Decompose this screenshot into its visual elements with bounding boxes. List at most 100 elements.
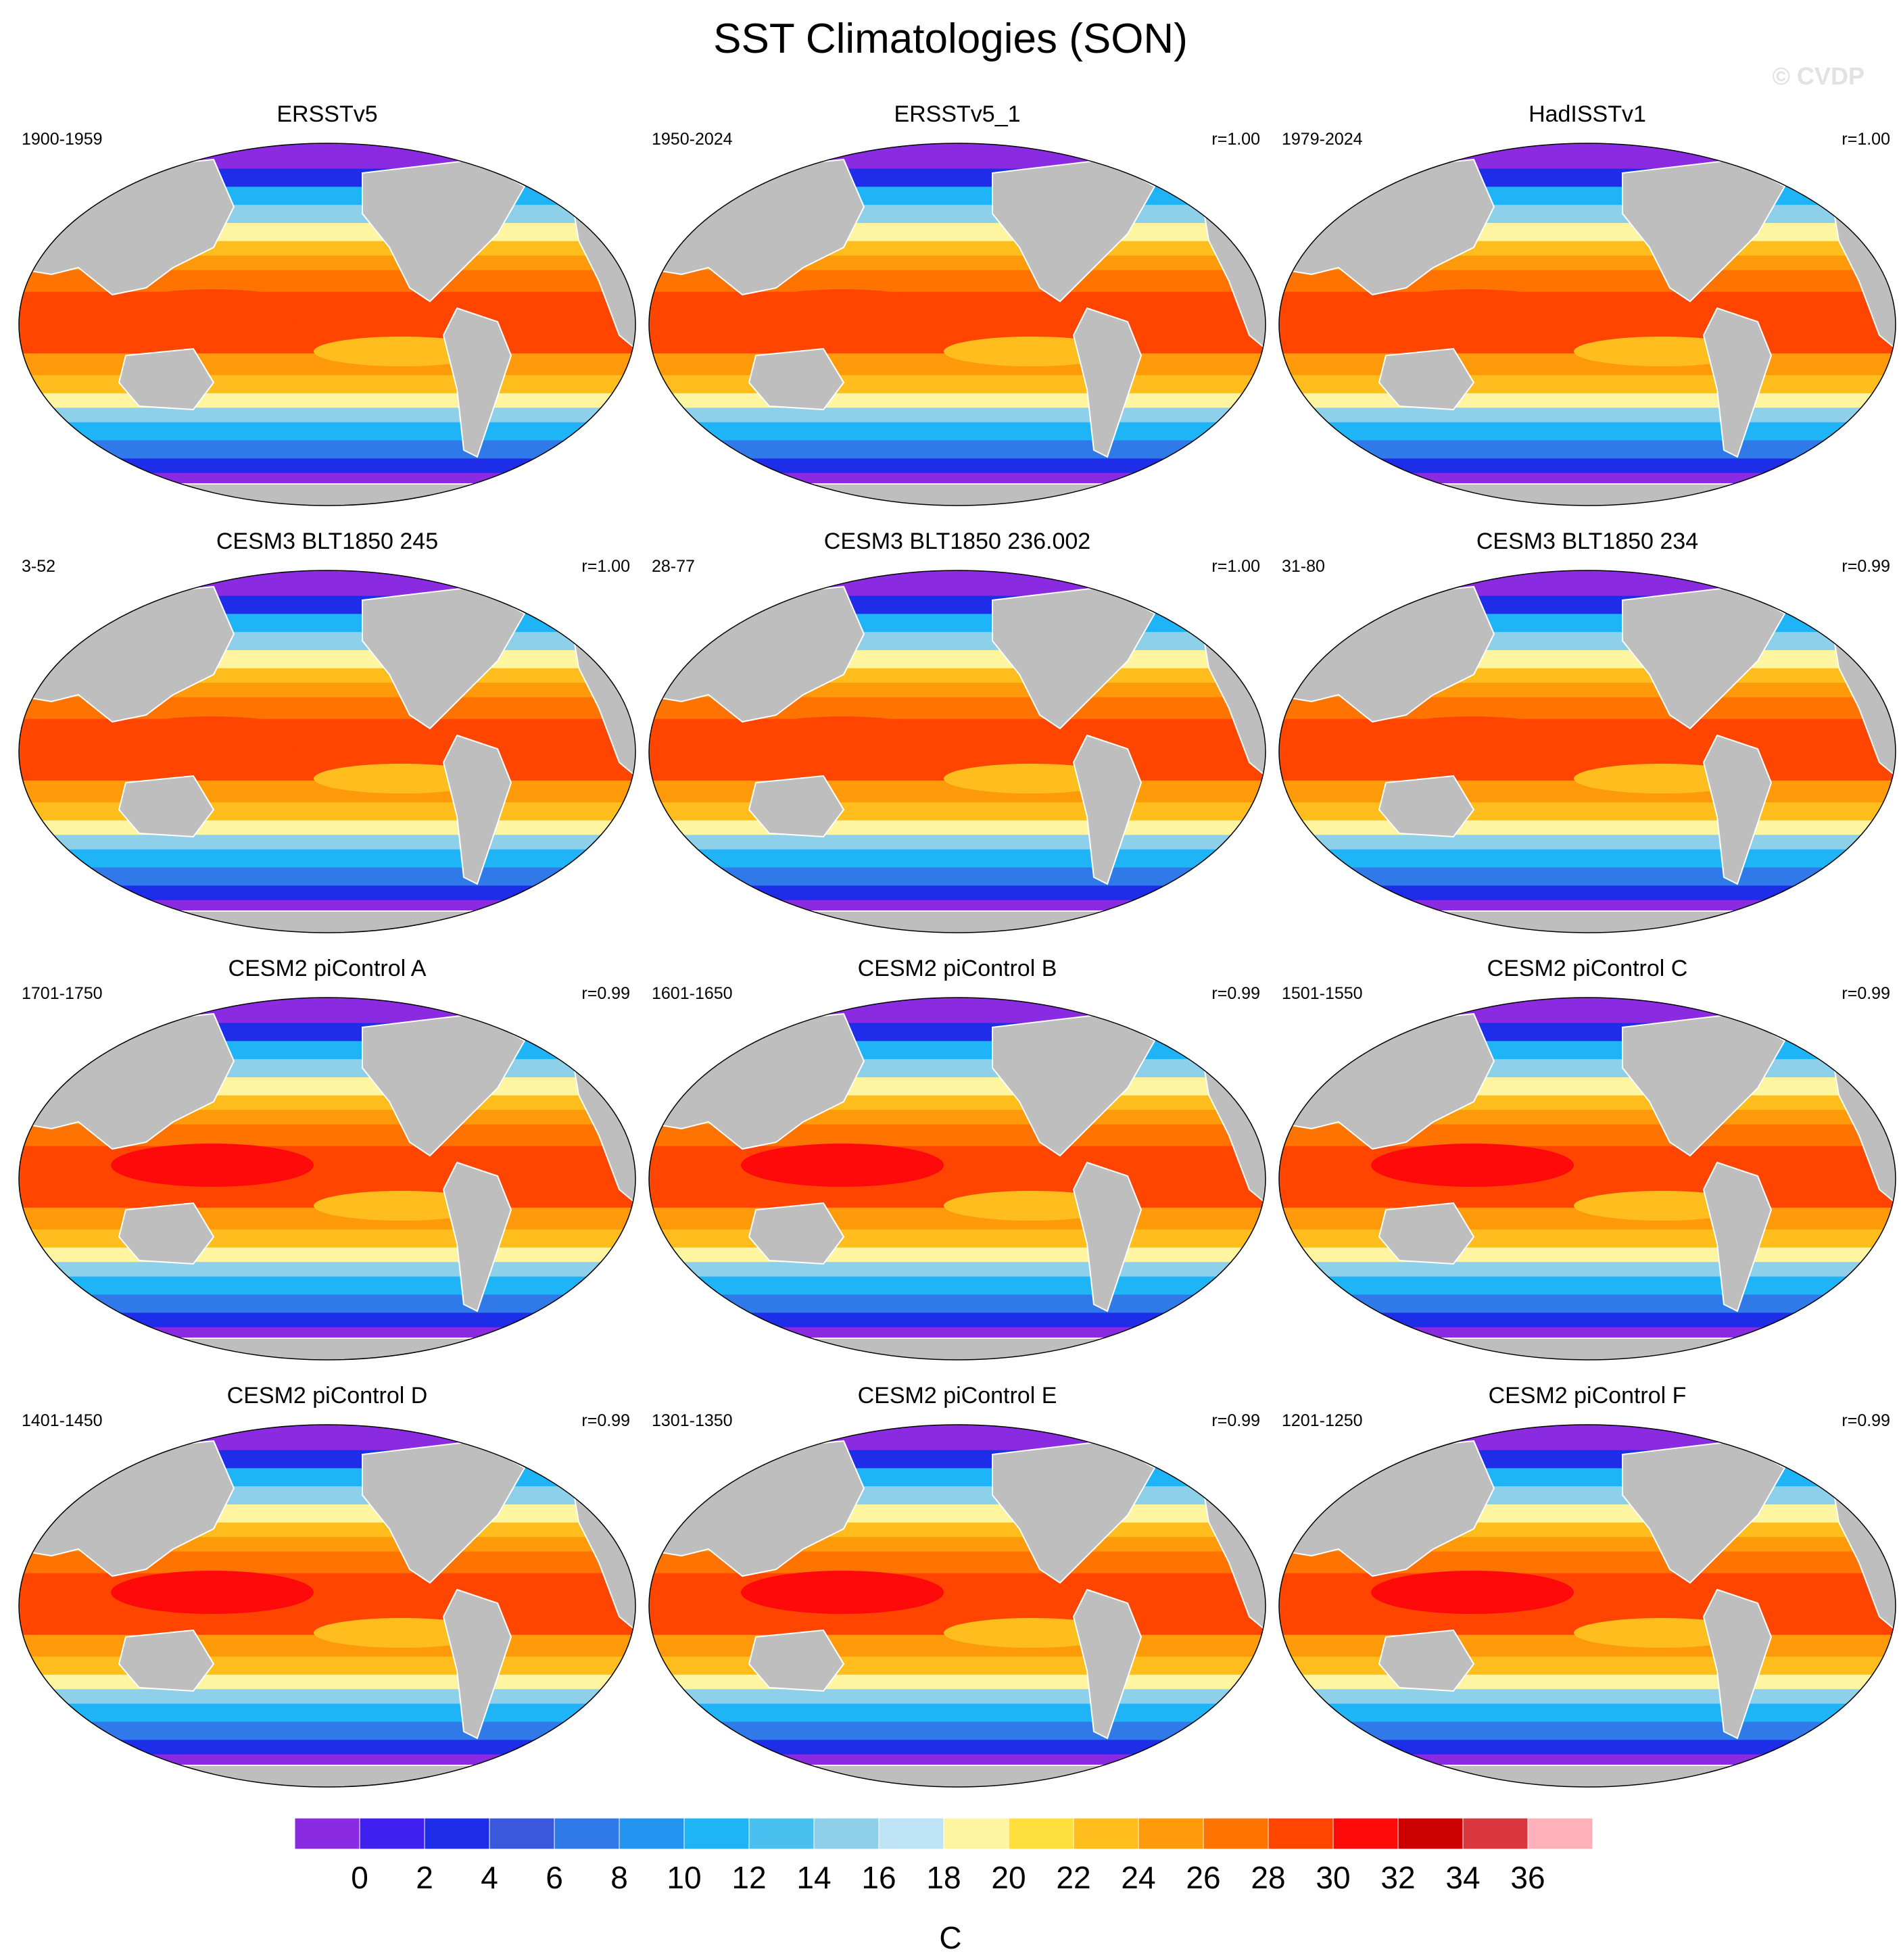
sst-band [19,458,635,474]
sst-band [649,168,1266,188]
land-mass [1072,1588,1142,1740]
sst-band [649,1657,1266,1675]
sst-band [649,867,1266,887]
sst-band [1279,440,1896,460]
sst-band [649,835,1266,850]
colorbar-tick-label: 8 [610,1860,628,1895]
colorbar-swatch [1332,1818,1399,1850]
sst-band [1279,835,1896,850]
land-mass [1351,1338,1827,1360]
warm-pool [1371,289,1574,333]
warm-pool [741,716,944,760]
panel-period: 1900-1959 [22,130,103,149]
sst-band [19,1229,635,1248]
sst-map [648,1424,1266,1788]
map-panel: CESM2 piControl E 1301-1350 r=0.99 [641,1383,1274,1788]
colorbar-tick-label: 30 [1316,1860,1350,1895]
panel-period: 3-52 [22,557,56,576]
colorbar-tick-label: 10 [667,1860,701,1895]
colorbar-swatch [1527,1818,1593,1850]
sst-band [19,1721,635,1741]
colorbar-tick-label: 22 [1056,1860,1090,1895]
sst-band [19,802,635,821]
colorbar-swatch [1203,1818,1269,1850]
sst-band [1279,1721,1896,1741]
map-outline [648,1424,1266,1788]
sst-band [1279,867,1896,887]
sst-band [649,458,1266,474]
sst-map [648,997,1266,1361]
sst-band [1279,408,1896,423]
land-mass [442,307,512,458]
map-panel: HadISSTv1 1979-2024 r=1.00 [1271,101,1901,507]
sst-band [1279,1247,1896,1263]
colorbar-swatch [1008,1818,1074,1850]
land-mass [721,1765,1197,1787]
land-mass [1702,307,1773,458]
sst-band [19,820,635,836]
colorbar-tick-label: 16 [861,1860,896,1895]
land-mass [91,910,567,933]
land-mass [1702,734,1773,885]
sst-band [19,422,635,441]
panel-period: 1979-2024 [1282,130,1363,149]
map-outline [18,1424,636,1788]
warm-pool [111,1571,314,1614]
sst-band [1279,458,1896,474]
sst-band [19,1276,635,1296]
sst-band [1279,595,1896,615]
land-mass [442,1161,512,1313]
sst-band [1279,393,1896,409]
sst-band [19,1657,635,1675]
sst-map [18,143,636,506]
sst-band [649,408,1266,423]
warm-pool [1371,1571,1574,1614]
colorbar: 0 2 4 6 8 10 12 14 16 18 20 22 24 26 28 30 32 34 36 [295,1818,1593,1895]
colorbar-swatch [1073,1818,1139,1850]
colorbar-swatch [554,1818,620,1850]
map-panel: CESM3 BLT1850 236.002 28-77 r=1.00 [641,529,1274,934]
panel-correlation: r=0.99 [1842,1411,1890,1430]
sst-map [18,997,636,1361]
sst-band [649,422,1266,441]
panel-title: CESM2 piControl F [1488,1383,1687,1408]
land-mass [721,1338,1197,1360]
sst-band [649,1674,1266,1690]
colorbar-tick-label: 34 [1445,1860,1480,1895]
map-panel: CESM2 piControl D 1401-1450 r=0.99 [11,1383,644,1788]
colorbar-swatch [295,1818,360,1850]
map-outline [648,143,1266,506]
map-panel: ERSSTv5_1 1950-2024 r=1.00 [641,101,1274,507]
land-mass [1351,483,1827,506]
sst-band [649,1276,1266,1296]
sst-band [649,375,1266,394]
sst-band [649,143,1266,170]
sst-band [1279,168,1896,188]
sst-band [19,595,635,615]
sst-band [1279,1689,1896,1705]
colorbar-tick-label: 4 [481,1860,498,1895]
sst-band [19,393,635,409]
colorbar-swatch [424,1818,490,1850]
land-mass [91,483,567,506]
land-mass [748,775,845,838]
colorbar-swatch [1138,1818,1204,1850]
panel-title: CESM2 piControl A [228,956,427,981]
sst-map [648,570,1266,933]
panel-title: CESM2 piControl C [1487,956,1688,981]
sst-band [649,595,1266,615]
sst-band [1279,375,1896,394]
land-mass [442,734,512,885]
sst-band [1279,1425,1896,1451]
watermark: © CVDP [1772,62,1864,90]
sst-map [1278,997,1896,1361]
sst-band [649,1294,1266,1314]
sst-band [649,885,1266,901]
sst-band [19,375,635,394]
panel-correlation: r=0.99 [1842,984,1890,1003]
panel-period: 31-80 [1282,557,1325,576]
sst-map [1278,570,1896,933]
colorbar-tick-label: 26 [1186,1860,1220,1895]
sst-band [1279,885,1896,901]
sst-band [649,1740,1266,1755]
